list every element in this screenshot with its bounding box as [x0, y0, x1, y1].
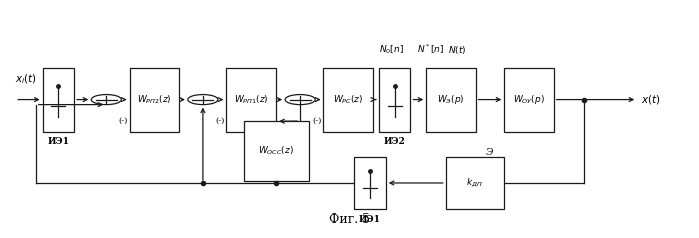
Text: $x(t)$: $x(t)$ [640, 93, 661, 106]
Text: Фиг. 5: Фиг. 5 [329, 213, 370, 226]
Circle shape [92, 94, 122, 105]
Bar [379, 68, 410, 132]
Bar [129, 68, 179, 132]
Circle shape [285, 94, 315, 105]
Text: $N(t)$: $N(t)$ [449, 44, 467, 56]
Text: ИЭ1: ИЭ1 [48, 137, 69, 146]
Text: (-): (-) [119, 117, 128, 125]
Text: $W_{РП1}(z)$: $W_{РП1}(z)$ [233, 93, 268, 106]
Text: $k_{ДП}$: $k_{ДП}$ [466, 177, 483, 189]
Text: $W_{ОСС}(z)$: $W_{ОСС}(z)$ [258, 145, 294, 157]
Text: $W_{Э}(p)$: $W_{Э}(p)$ [437, 93, 465, 106]
Bar [43, 68, 74, 132]
Text: $N^*[n]$: $N^*[n]$ [417, 43, 445, 56]
Bar [446, 157, 504, 209]
Bar [354, 157, 386, 209]
Bar [244, 121, 309, 181]
Text: $W_{РП2}(z)$: $W_{РП2}(z)$ [137, 93, 171, 106]
Text: ИЭ2: ИЭ2 [384, 137, 405, 146]
Text: $W_{РС}(z)$: $W_{РС}(z)$ [333, 93, 363, 106]
Text: Э: Э [487, 148, 493, 157]
Text: (-): (-) [312, 117, 322, 125]
Bar [226, 68, 275, 132]
Text: $N_0[n]$: $N_0[n]$ [379, 44, 404, 56]
Text: ИЭ1: ИЭ1 [359, 215, 381, 224]
Text: $x_i(t)$: $x_i(t)$ [15, 72, 37, 86]
Bar [426, 68, 475, 132]
Text: $W_{ОУ}(p)$: $W_{ОУ}(p)$ [513, 93, 545, 106]
Bar [504, 68, 554, 132]
Circle shape [188, 94, 218, 105]
Text: (-): (-) [215, 117, 224, 125]
Bar [324, 68, 373, 132]
